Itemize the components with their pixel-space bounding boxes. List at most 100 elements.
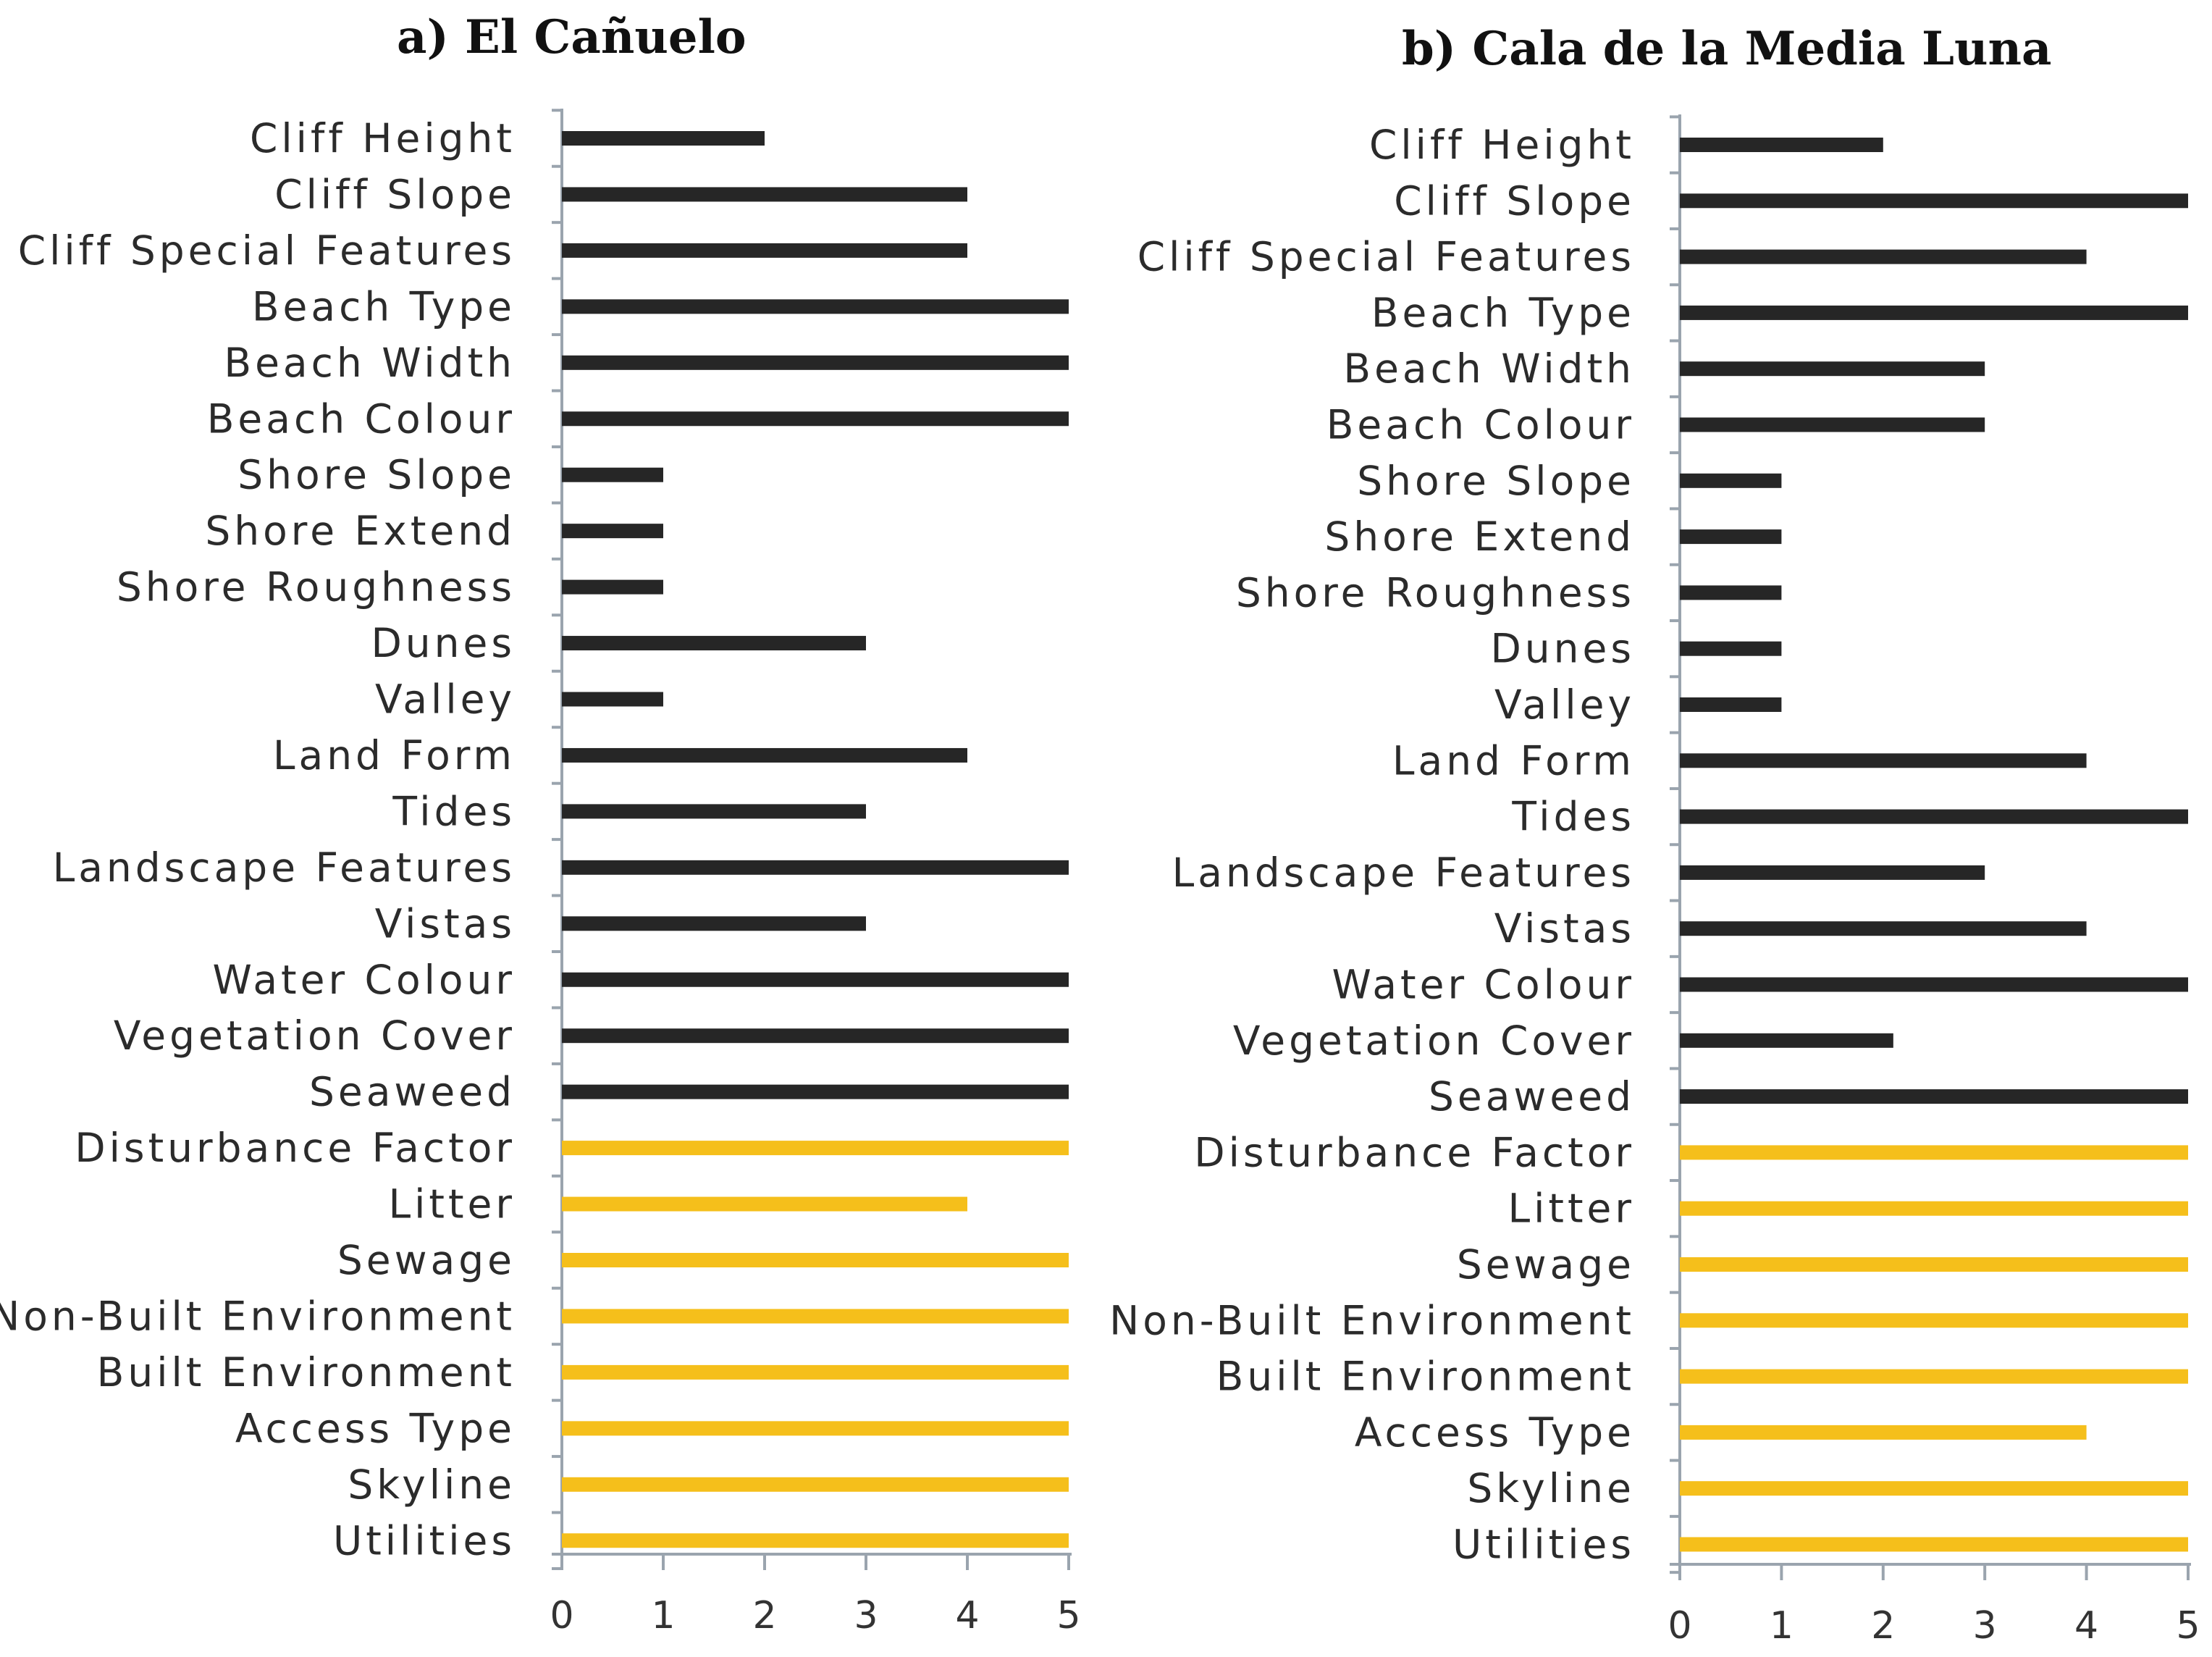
chart-b-bar (1680, 977, 2188, 992)
chart-b-category-label: Beach Width (1343, 345, 1635, 392)
chart-a-category-label: Utilities (333, 1517, 516, 1564)
chart-a-category-label: Tides (392, 788, 516, 834)
chart-b-bar (1680, 641, 1782, 656)
chart-b-bar (1680, 1145, 2188, 1160)
chart-b-bar (1680, 1313, 2188, 1328)
chart-b-category-label: Seaweed (1429, 1073, 1635, 1120)
chart-a-category-label: Skyline (348, 1461, 516, 1508)
chart-b-category-label: Tides (1511, 794, 1635, 840)
chart-a-bar (562, 411, 1069, 427)
chart-b-category-label: Shore Extend (1324, 513, 1635, 560)
chart-a-bar (562, 355, 1069, 370)
chart-b-category-label: Skyline (1467, 1465, 1635, 1511)
chart-b-bar (1680, 921, 2087, 936)
chart-b-bar (1680, 529, 1782, 545)
chart-a-bar (562, 1309, 1069, 1324)
chart-a-category-label: Shore Roughness (117, 564, 516, 611)
chart-b-category-label: Utilities (1452, 1522, 1635, 1568)
chart-a-category-label: Built Environment (97, 1349, 516, 1396)
chart-a-bar (562, 1084, 1069, 1099)
chart-b-bar (1680, 473, 1782, 488)
chart-a-bar (562, 1364, 1069, 1380)
chart-b-bar (1680, 697, 1782, 712)
chart-b-category-label: Litter (1507, 1186, 1635, 1232)
chart-a-category-label: Vistas (375, 900, 516, 947)
chart-b-bar (1680, 1537, 2188, 1552)
chart-a-bar (562, 804, 866, 819)
chart-a-bar (562, 243, 967, 258)
chart-a-category-label: Dunes (371, 620, 516, 666)
chart-a-category-label: Valley (375, 676, 516, 723)
chart-b-bar (1680, 1369, 2188, 1384)
chart-a-x-tick-label: 2 (752, 1594, 776, 1637)
chart-a-category-label: Water Colour (212, 957, 516, 1003)
chart-a-x-tick-label: 5 (1056, 1594, 1080, 1637)
chart-a-bar (562, 187, 967, 202)
chart-a-category-label: Cliff Slope (274, 171, 516, 217)
chart-a-category-label: Sewage (337, 1237, 516, 1283)
chart-a-x-tick-label: 3 (854, 1594, 878, 1637)
chart-a-category-label: Litter (388, 1181, 516, 1228)
chart-b-category-label: Landscape Features (1172, 850, 1635, 896)
chart-a-x-tick-label: 1 (651, 1594, 675, 1637)
chart-b-category-label: Vistas (1494, 905, 1635, 952)
chart-a-bar (562, 692, 663, 707)
chart-b-x-tick-label: 2 (1871, 1604, 1895, 1648)
chart-b-category-label: Land Form (1392, 737, 1635, 784)
chart-b-bar (1680, 361, 1985, 377)
chart-b-x-tick-label: 5 (2176, 1604, 2200, 1648)
chart-a-category-label: Beach Width (224, 340, 516, 386)
chart-b-bar (1680, 809, 2188, 824)
chart-a-title: a) El Cañuelo (397, 10, 747, 64)
chart-a-x-tick-label: 0 (550, 1594, 573, 1637)
chart-b-category-label: Water Colour (1332, 962, 1635, 1008)
chart-b-x-tick-label: 3 (1973, 1604, 1997, 1648)
chart-b-bar (1680, 417, 1985, 432)
chart-b-category-label: Cliff Slope (1394, 177, 1635, 224)
chart-b-category-label: Non-Built Environment (1109, 1297, 1635, 1343)
chart-a-x-tick-label: 4 (955, 1594, 979, 1637)
chart-b-title: b) Cala de la Media Luna (1402, 22, 2052, 76)
chart-a-bar (562, 131, 765, 146)
chart-b-category-label: Sewage (1457, 1241, 1635, 1288)
chart-a-category-label: Cliff Special Features (18, 227, 516, 274)
chart-a-category-label: Seaweed (309, 1069, 516, 1115)
chart-b-bar (1680, 1033, 1893, 1048)
chart-b-bar (1680, 585, 1782, 600)
chart-a-category-label: Beach Type (252, 283, 516, 330)
chart-b-bar (1680, 305, 2188, 320)
chart-b-bar (1680, 249, 2087, 264)
chart-a-category-label: Land Form (273, 732, 516, 779)
chart-b-category-label: Access Type (1355, 1409, 1635, 1456)
chart-a-bar (562, 636, 866, 651)
chart-b-bar (1680, 1481, 2188, 1496)
chart-b-category-label: Beach Type (1371, 290, 1635, 336)
chart-a-bar (562, 1477, 1069, 1492)
chart-a-category-label: Vegetation Cover (114, 1012, 516, 1059)
chart-b-category-label: Vegetation Cover (1233, 1018, 1635, 1064)
chart-b-category-label: Built Environment (1216, 1354, 1635, 1400)
chart-b-bar (1680, 1089, 2188, 1104)
chart-b-category-label: Dunes (1490, 626, 1635, 672)
chart-a-category-label: Access Type (235, 1405, 516, 1451)
chart-b-bar (1680, 865, 1985, 880)
chart-b-category-label: Cliff Special Features (1137, 234, 1635, 280)
chart-a-bar (562, 1533, 1069, 1548)
chart-b-category-label: Valley (1494, 681, 1635, 728)
chart-b-bar (1680, 1257, 2188, 1272)
chart-b-category-label: Shore Roughness (1236, 569, 1635, 616)
chart-a-bar (562, 972, 1069, 987)
chart-b-category-label: Disturbance Factor (1194, 1129, 1635, 1175)
chart-a-bar (562, 1141, 1069, 1156)
chart-b-x-tick-label: 4 (2074, 1604, 2098, 1648)
chart-b-bar (1680, 753, 2087, 768)
chart-a-bar (562, 1196, 967, 1212)
chart-a-category-label: Disturbance Factor (75, 1125, 516, 1171)
chart-a-category-label: Shore Extend (205, 508, 516, 554)
chart-a-category-label: Non-Built Environment (0, 1293, 516, 1339)
chart-b-bar (1680, 1201, 2188, 1216)
chart-b-category-label: Cliff Height (1369, 122, 1635, 168)
chart-a-bar (562, 747, 967, 763)
chart-a-bar (562, 579, 663, 595)
